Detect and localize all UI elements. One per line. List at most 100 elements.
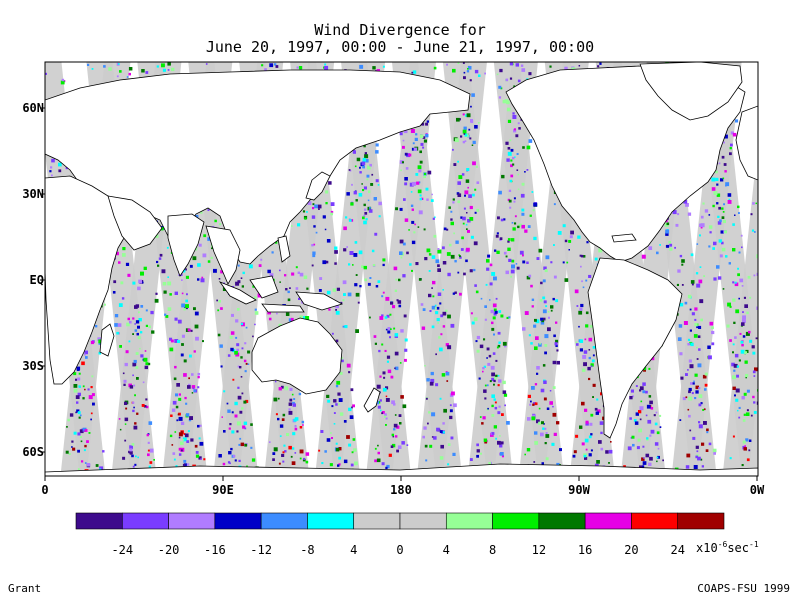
divergence-speck bbox=[738, 359, 741, 362]
divergence-speck bbox=[590, 413, 594, 417]
divergence-speck bbox=[581, 401, 585, 406]
divergence-speck bbox=[676, 283, 679, 286]
divergence-speck bbox=[497, 384, 500, 387]
divergence-speck bbox=[218, 300, 221, 303]
divergence-speck bbox=[434, 307, 437, 310]
divergence-speck bbox=[126, 322, 130, 327]
divergence-speck bbox=[382, 65, 385, 68]
divergence-speck bbox=[693, 380, 695, 383]
divergence-speck bbox=[297, 223, 301, 227]
divergence-speck bbox=[759, 269, 763, 273]
divergence-speck bbox=[486, 259, 490, 263]
divergence-speck bbox=[474, 211, 477, 214]
divergence-speck bbox=[462, 216, 466, 221]
divergence-speck bbox=[530, 400, 532, 403]
divergence-speck bbox=[702, 409, 705, 411]
divergence-speck bbox=[564, 278, 569, 282]
divergence-speck bbox=[78, 416, 81, 419]
divergence-speck bbox=[186, 293, 188, 296]
divergence-speck bbox=[702, 202, 705, 205]
divergence-speck bbox=[442, 261, 447, 265]
divergence-speck bbox=[588, 349, 591, 351]
divergence-speck bbox=[250, 446, 253, 449]
divergence-speck bbox=[716, 183, 719, 186]
divergence-speck bbox=[194, 444, 198, 448]
divergence-speck bbox=[419, 194, 422, 197]
divergence-speck bbox=[556, 421, 560, 425]
divergence-speck bbox=[135, 455, 137, 458]
divergence-speck bbox=[386, 314, 390, 318]
divergence-speck bbox=[165, 315, 169, 318]
divergence-speck bbox=[386, 360, 389, 363]
divergence-speck bbox=[313, 243, 316, 246]
divergence-speck bbox=[742, 335, 746, 338]
divergence-speck bbox=[749, 296, 752, 299]
divergence-speck bbox=[679, 352, 683, 356]
divergence-speck bbox=[745, 373, 749, 378]
divergence-speck bbox=[469, 269, 473, 273]
divergence-speck bbox=[491, 321, 494, 325]
divergence-speck bbox=[312, 251, 316, 255]
divergence-speck bbox=[459, 292, 462, 296]
divergence-speck bbox=[391, 400, 395, 405]
colorbar-tick-label: -16 bbox=[204, 543, 226, 557]
divergence-speck bbox=[758, 167, 760, 169]
divergence-speck bbox=[189, 354, 192, 358]
divergence-speck bbox=[136, 377, 139, 380]
divergence-speck bbox=[69, 413, 74, 417]
divergence-speck bbox=[220, 307, 223, 310]
divergence-speck bbox=[588, 274, 592, 278]
divergence-speck bbox=[738, 212, 740, 214]
divergence-speck bbox=[547, 310, 550, 313]
divergence-speck bbox=[77, 411, 81, 415]
divergence-speck bbox=[746, 311, 749, 315]
divergence-speck bbox=[544, 269, 548, 273]
divergence-speck bbox=[277, 417, 280, 421]
divergence-speck bbox=[526, 145, 531, 150]
divergence-speck bbox=[366, 174, 370, 178]
divergence-speck bbox=[145, 324, 148, 327]
divergence-speck bbox=[693, 465, 698, 469]
divergence-speck bbox=[398, 304, 402, 308]
arabian-peninsula-landmass bbox=[107, 195, 163, 251]
divergence-speck bbox=[273, 397, 278, 402]
divergence-speck bbox=[472, 161, 476, 166]
divergence-speck bbox=[97, 337, 102, 341]
divergence-speck bbox=[235, 336, 238, 339]
divergence-speck bbox=[338, 398, 343, 402]
divergence-speck bbox=[185, 402, 188, 405]
divergence-speck bbox=[784, 65, 788, 69]
divergence-speck bbox=[303, 275, 308, 279]
colorbar-swatch-11 bbox=[584, 512, 632, 530]
divergence-speck bbox=[365, 218, 368, 221]
divergence-speck bbox=[218, 278, 221, 280]
divergence-speck bbox=[174, 291, 178, 295]
divergence-speck bbox=[514, 222, 517, 225]
divergence-speck bbox=[445, 343, 449, 347]
divergence-speck bbox=[685, 373, 688, 376]
divergence-speck bbox=[124, 439, 127, 442]
divergence-speck bbox=[708, 355, 712, 360]
divergence-speck bbox=[734, 394, 736, 397]
divergence-speck bbox=[238, 459, 241, 462]
colorbar-unit: x10-6sec-1 bbox=[696, 540, 759, 555]
divergence-speck bbox=[466, 212, 468, 214]
divergence-speck bbox=[722, 211, 725, 213]
divergence-speck bbox=[236, 308, 240, 311]
divergence-speck bbox=[774, 118, 777, 121]
divergence-speck bbox=[771, 261, 774, 264]
divergence-speck bbox=[231, 430, 235, 434]
divergence-speck bbox=[314, 204, 318, 209]
divergence-speck bbox=[480, 297, 483, 300]
divergence-speck bbox=[679, 254, 683, 258]
divergence-speck bbox=[552, 297, 555, 301]
southeast-asia-landmass bbox=[205, 225, 241, 285]
divergence-speck bbox=[659, 426, 662, 428]
divergence-speck bbox=[491, 272, 496, 276]
divergence-speck bbox=[245, 326, 248, 329]
divergence-speck bbox=[531, 305, 534, 308]
divergence-speck bbox=[121, 297, 125, 300]
divergence-speck bbox=[445, 309, 448, 312]
divergence-speck bbox=[594, 257, 598, 261]
divergence-speck bbox=[409, 263, 412, 266]
